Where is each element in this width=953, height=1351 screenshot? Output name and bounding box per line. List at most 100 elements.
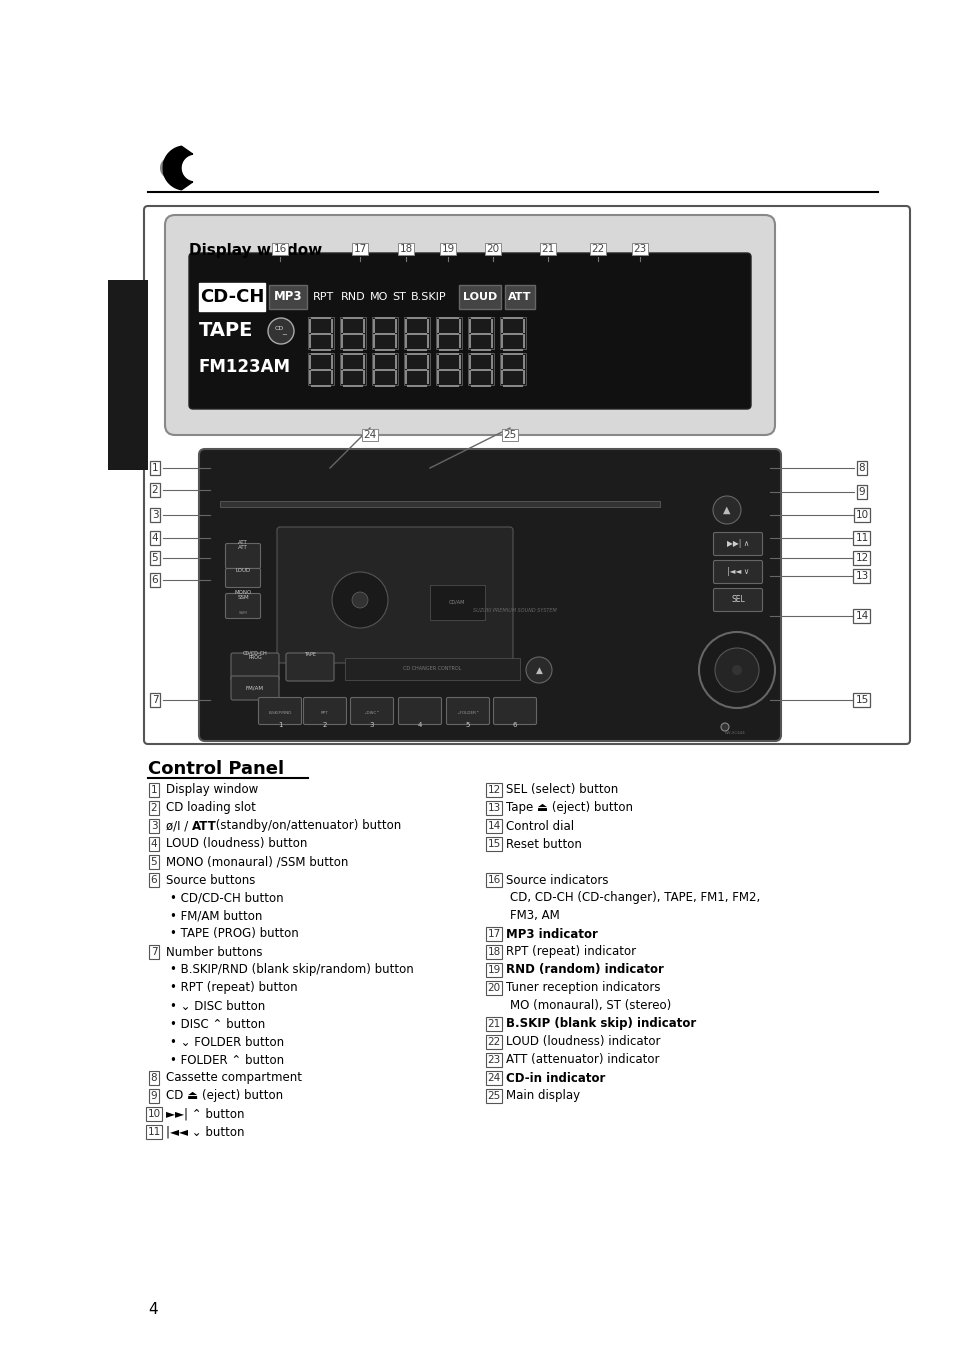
Circle shape bbox=[332, 571, 388, 628]
Text: 1: 1 bbox=[151, 785, 157, 794]
Text: 1: 1 bbox=[152, 463, 158, 473]
Bar bbox=[269, 285, 307, 309]
Bar bbox=[500, 319, 503, 332]
Text: 10: 10 bbox=[148, 1109, 160, 1119]
Text: 3: 3 bbox=[151, 821, 157, 831]
Bar bbox=[468, 353, 494, 385]
Text: MP3 indicator: MP3 indicator bbox=[505, 928, 598, 940]
Circle shape bbox=[699, 632, 774, 708]
Bar bbox=[469, 319, 471, 332]
Bar bbox=[311, 349, 331, 351]
Text: • B.SKIP/RND (blank skip/random) button: • B.SKIP/RND (blank skip/random) button bbox=[170, 963, 414, 977]
Bar bbox=[375, 332, 395, 335]
Text: TAPE: TAPE bbox=[304, 653, 315, 658]
Text: SEL (select) button: SEL (select) button bbox=[505, 784, 618, 797]
Text: MONO (monaural) /SSM button: MONO (monaural) /SSM button bbox=[166, 855, 348, 869]
Text: • TAPE (PROG) button: • TAPE (PROG) button bbox=[170, 928, 298, 940]
Text: RPT: RPT bbox=[313, 292, 334, 303]
Bar bbox=[427, 334, 429, 349]
Bar bbox=[458, 334, 461, 349]
Bar bbox=[395, 355, 397, 369]
Text: Control Panel: Control Panel bbox=[148, 761, 284, 778]
Circle shape bbox=[720, 723, 728, 731]
Text: 21: 21 bbox=[540, 245, 554, 254]
Text: CD-CH: CD-CH bbox=[199, 288, 264, 305]
Text: ►►| ⌃ button: ►►| ⌃ button bbox=[166, 1108, 244, 1120]
Text: 12: 12 bbox=[855, 553, 868, 563]
FancyBboxPatch shape bbox=[199, 449, 781, 740]
Bar bbox=[405, 334, 407, 349]
Bar bbox=[522, 334, 525, 349]
Text: |◄◄ ∨: |◄◄ ∨ bbox=[726, 567, 748, 577]
Bar bbox=[340, 370, 343, 384]
Bar bbox=[363, 334, 365, 349]
Text: Tuner reception indicators: Tuner reception indicators bbox=[505, 981, 659, 994]
Text: • FM/AM button: • FM/AM button bbox=[170, 909, 262, 923]
Bar bbox=[405, 355, 407, 369]
Text: 19: 19 bbox=[441, 245, 455, 254]
Bar bbox=[471, 349, 491, 351]
Text: 18: 18 bbox=[399, 245, 413, 254]
Text: 4: 4 bbox=[151, 839, 157, 848]
Bar bbox=[438, 353, 458, 355]
Bar bbox=[407, 316, 427, 319]
Text: • ⌄ DISC button: • ⌄ DISC button bbox=[170, 1000, 265, 1012]
Bar bbox=[363, 319, 365, 332]
Text: Reset button: Reset button bbox=[505, 838, 581, 851]
Bar bbox=[436, 353, 461, 385]
Text: 24: 24 bbox=[363, 430, 376, 440]
Bar bbox=[438, 332, 458, 335]
Bar bbox=[471, 332, 491, 335]
Bar bbox=[500, 334, 503, 349]
Bar bbox=[331, 370, 334, 384]
Bar bbox=[309, 355, 312, 369]
Bar bbox=[502, 316, 522, 319]
Bar bbox=[199, 282, 265, 311]
Bar bbox=[375, 316, 395, 319]
Bar bbox=[469, 355, 471, 369]
Bar bbox=[438, 385, 458, 386]
Text: Control dial: Control dial bbox=[505, 820, 574, 832]
Text: 15: 15 bbox=[487, 839, 500, 848]
Text: Display window: Display window bbox=[189, 243, 322, 258]
Text: |◄◄ ⌄ button: |◄◄ ⌄ button bbox=[166, 1125, 244, 1139]
Bar bbox=[311, 369, 331, 372]
Text: 17: 17 bbox=[353, 245, 366, 254]
Text: • CD/CD-CH button: • CD/CD-CH button bbox=[170, 892, 283, 905]
Bar bbox=[309, 370, 312, 384]
Bar bbox=[340, 355, 343, 369]
Bar bbox=[491, 355, 493, 369]
Text: • DISC ⌃ button: • DISC ⌃ button bbox=[170, 1017, 265, 1031]
Text: 20: 20 bbox=[486, 245, 499, 254]
Bar bbox=[363, 370, 365, 384]
FancyBboxPatch shape bbox=[144, 205, 909, 744]
Circle shape bbox=[714, 648, 759, 692]
Bar bbox=[502, 332, 522, 335]
Bar bbox=[311, 353, 331, 355]
Bar bbox=[504, 285, 535, 309]
Text: Source buttons: Source buttons bbox=[166, 874, 255, 886]
Bar bbox=[363, 355, 365, 369]
Bar bbox=[436, 319, 439, 332]
Text: ø/I /: ø/I / bbox=[166, 820, 188, 832]
Text: 18: 18 bbox=[487, 947, 500, 957]
Bar bbox=[500, 355, 503, 369]
Bar bbox=[309, 319, 312, 332]
Bar bbox=[436, 370, 439, 384]
Bar bbox=[469, 370, 471, 384]
Text: 11: 11 bbox=[147, 1127, 160, 1138]
Bar bbox=[436, 334, 439, 349]
Text: FM/AM: FM/AM bbox=[246, 685, 264, 690]
Bar bbox=[458, 370, 461, 384]
Text: FM123AM: FM123AM bbox=[199, 358, 291, 376]
Text: KW-XC444: KW-XC444 bbox=[723, 731, 744, 735]
Bar bbox=[373, 355, 375, 369]
Text: SEL: SEL bbox=[730, 596, 744, 604]
Bar bbox=[343, 369, 363, 372]
Circle shape bbox=[525, 657, 552, 684]
FancyBboxPatch shape bbox=[713, 532, 761, 555]
Text: 3: 3 bbox=[152, 509, 158, 520]
Bar bbox=[491, 319, 493, 332]
Text: 10: 10 bbox=[855, 509, 867, 520]
Bar bbox=[502, 349, 522, 351]
